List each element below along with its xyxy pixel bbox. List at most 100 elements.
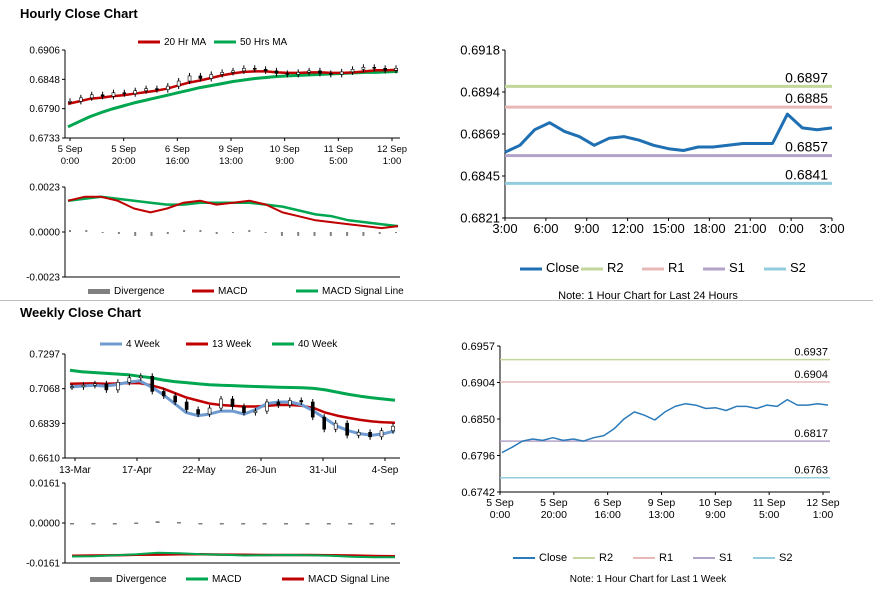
hourly-price-candle — [361, 66, 366, 70]
weekly-price-candle — [138, 375, 143, 379]
weekly-macd-divergence-bar — [198, 523, 203, 525]
hourly-price-candle — [68, 101, 72, 103]
hourly-price-xtick-label: 9 Sep — [219, 144, 244, 155]
hourly-macd-divergence-bar — [166, 232, 169, 234]
hourly-price-xtick-label: 13:00 — [219, 156, 243, 167]
hourly-macd-divergence-bar — [150, 232, 153, 236]
hourly-price-candle — [198, 75, 203, 79]
weekly-price-candle — [253, 410, 258, 413]
weekly-price-candle — [356, 431, 361, 436]
hourly-macd-divergence-bar — [232, 232, 234, 233]
weekly-price-candle — [299, 400, 304, 403]
weekly-hourly-s1-level-label: 0.6817 — [794, 428, 828, 440]
hourly-macd-divergence-bar — [183, 230, 186, 232]
weekly-hourly-xtick-label: 9:00 — [705, 509, 726, 521]
hourly-macd-divergence-bar — [395, 232, 397, 233]
hourly-price-xtick-label: 11 Sep — [324, 144, 353, 155]
hourly-price-xtick-label: 16:00 — [165, 156, 189, 167]
weekly-40-week-line — [69, 368, 396, 402]
weekly-macd-divergence-bar — [391, 523, 395, 525]
hourly-24h-xtick-label: 3:00 — [819, 221, 844, 236]
hourly-macd-ytick-label: 0.0023 — [29, 183, 60, 194]
hourly-price-candle — [89, 94, 94, 99]
hourly-price-candle — [155, 88, 159, 90]
weekly-macd-line — [71, 551, 395, 559]
hourly-24h-r1-level-label: 0.6885 — [785, 90, 828, 106]
hourly-price-candle — [263, 69, 268, 72]
hourly-macd-divergence-bar — [117, 232, 120, 234]
hourly-section-title: Hourly Close Chart — [20, 6, 138, 21]
weekly-price-candle — [104, 383, 109, 391]
weekly-price-candle — [288, 400, 292, 406]
weekly-macd-ytick-label: 0.0000 — [29, 519, 60, 530]
hourly-macd-divergence-bar — [346, 232, 349, 236]
hourly-macd-legend-label: Divergence — [114, 286, 165, 297]
hourly-price-candle — [285, 73, 290, 75]
weekly-hourly-legend-label: R2 — [599, 552, 613, 564]
weekly-hourly-legend-label: R1 — [659, 552, 673, 564]
hourly-price-xtick-label: 5:00 — [329, 156, 348, 167]
weekly-macd-divergence-bar — [348, 523, 353, 525]
weekly-hourly-xtick-label: 5:00 — [759, 509, 780, 521]
weekly-macd-ytick-label: 0.0161 — [29, 479, 60, 490]
weekly-price-candle — [276, 401, 281, 406]
hourly-24h-legend-label: Close — [546, 260, 579, 275]
weekly-hourly-xtick-label: 13:00 — [648, 509, 674, 521]
hourly-price-candle — [100, 94, 105, 97]
weekly-price-xtick-label: 13-Mar — [59, 465, 91, 476]
hourly-macd-ytick-label: -0.0023 — [26, 273, 60, 284]
hourly-macd-divergence-bar — [378, 232, 381, 234]
weekly-price-xtick-label: 17-Apr — [122, 465, 153, 476]
hourly-macd-divergence-bar — [69, 230, 71, 232]
weekly-price-candle — [391, 425, 395, 432]
hourly-24h-ytick-label: 0.6845 — [460, 169, 500, 184]
weekly-macd-legend-label: MACD Signal Line — [308, 574, 390, 585]
hourly-price-candle — [166, 85, 170, 90]
weekly-hourly-xtick-label: 1:00 — [813, 509, 834, 521]
hourly-24h-note: Note: 1 Hour Chart for Last 24 Hours — [558, 290, 738, 302]
hourly-24h-close-line — [504, 112, 833, 154]
hourly-price-candle — [231, 70, 235, 73]
weekly-macd-divergence-bar — [91, 523, 96, 525]
weekly-hourly-ytick-label: 0.6957 — [461, 341, 495, 353]
weekly-price-xtick-label: 22-May — [182, 465, 215, 476]
hourly-24h-xtick-label: 6:00 — [533, 221, 558, 236]
hourly-macd-divergence-bar — [85, 230, 88, 232]
hourly-24h-ytick-label: 0.6869 — [460, 127, 500, 142]
hourly-24h-xtick-label: 18:00 — [693, 221, 726, 236]
weekly-price-candle — [322, 416, 327, 430]
weekly-hourly-r1-level-label: 0.6904 — [794, 369, 828, 381]
hourly-price-candle — [79, 97, 83, 102]
hourly-price-ytick-label: 0.6906 — [29, 46, 60, 57]
weekly-hourly-note: Note: 1 Hour Chart for Last 1 Week — [570, 574, 728, 585]
weekly-hourly-close-line — [501, 398, 829, 454]
hourly-price-xtick-label: 12 Sep — [377, 144, 407, 155]
hourly-price-xtick-label: 10 Sep — [270, 144, 300, 155]
weekly-macd-legend-label: MACD — [212, 574, 241, 585]
weekly-price-candle — [310, 401, 315, 418]
hourly-price-candle — [394, 68, 398, 71]
hourly-price-legend-label: 20 Hr MA — [164, 37, 207, 48]
hourly-24h-s1-level-label: 0.6857 — [785, 139, 828, 155]
weekly-price-candle — [116, 382, 120, 391]
weekly-price-legend-label: 40 Week — [298, 339, 338, 350]
weekly-price-candle — [161, 391, 166, 397]
hourly-24h-ytick-label: 0.6918 — [460, 43, 500, 58]
weekly-macd-divergence-bar — [177, 522, 181, 524]
hourly-price-candle — [122, 92, 127, 95]
hourly-macd-divergence-bar — [101, 232, 104, 233]
hourly-24h-legend-label: S1 — [729, 260, 745, 275]
hourly-price-legend-label: 50 Hrs MA — [240, 37, 288, 48]
weekly-hourly-legend-label: S2 — [779, 552, 792, 564]
hourly-price-xtick-label: 1:00 — [383, 156, 402, 167]
weekly-hourly-xtick-label: 9 Sep — [648, 497, 676, 509]
hourly-price-candle — [350, 69, 355, 73]
hourly-price-candle — [133, 90, 137, 95]
weekly-hourly-xtick-label: 0:00 — [490, 509, 511, 521]
hourly-macd-legend-label: MACD — [218, 286, 247, 297]
weekly-price-candle — [173, 395, 177, 403]
weekly-macd-divergence-bar — [155, 521, 160, 523]
hourly-price-candle — [252, 68, 257, 70]
